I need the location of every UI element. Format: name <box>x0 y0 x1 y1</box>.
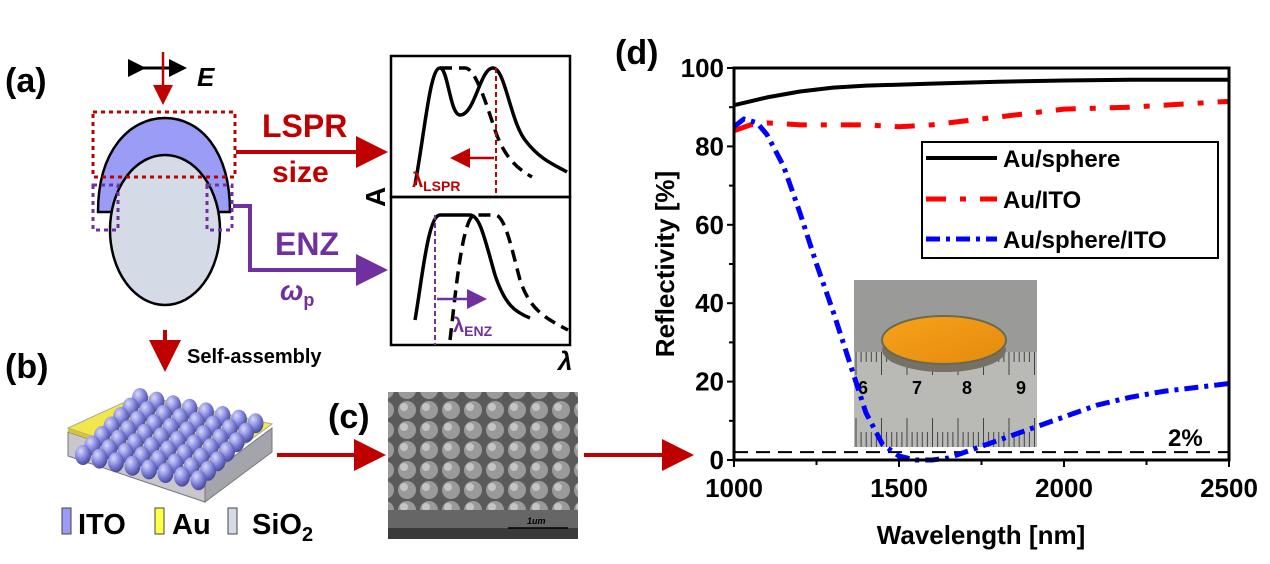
nanosphere <box>91 448 108 469</box>
polarization-arrow-icon <box>128 52 187 105</box>
panel-a-label: (a) <box>5 62 47 100</box>
lambda-enz-label: λENZ <box>453 315 493 339</box>
nanosphere <box>141 459 157 480</box>
legend-label-au-sphere: Au/sphere <box>1003 146 1120 173</box>
panel-b-label: (b) <box>5 348 48 386</box>
ruler-number-9: 9 <box>1016 378 1026 398</box>
x-tick-label: 1500 <box>870 473 928 503</box>
self-assembly-label: Self-assembly <box>187 346 322 368</box>
lambda-lspr-label: λLSPR <box>412 170 460 194</box>
y-tick-label: 0 <box>710 445 724 475</box>
wavelength-axis-label: λ <box>556 346 572 376</box>
y-tick-label: 80 <box>695 131 724 161</box>
ruler-number-6: 6 <box>858 378 868 398</box>
enz-label: ENZ <box>275 226 339 262</box>
omega-p-label: ωp <box>280 275 314 310</box>
y-tick-label: 20 <box>695 367 724 397</box>
x-tick-label: 2000 <box>1035 473 1093 503</box>
absorbance-axis-label: A <box>360 187 391 207</box>
nanosphere <box>174 466 190 487</box>
sample-photo-inset: 6 7 8 9 <box>854 280 1037 447</box>
reference-annotation: 2% <box>1168 425 1203 452</box>
enz-arrow <box>233 204 388 286</box>
ruler-number-8: 8 <box>962 378 972 398</box>
sem-image <box>388 392 578 539</box>
scale-bar-label: 1um <box>527 516 546 526</box>
nanosphere <box>108 452 124 473</box>
nanoparticle-diagram <box>91 110 237 307</box>
y-tick-label: 60 <box>695 210 724 240</box>
field-label: E <box>197 62 215 92</box>
lspr-label: LSPR <box>262 108 347 144</box>
nanosphere <box>75 445 91 465</box>
panel-c-label: (c) <box>328 398 370 436</box>
nanosphere <box>124 455 141 476</box>
series-au-sphere-ito <box>732 116 1230 463</box>
material-legend: ITO Au SiO2 <box>61 507 313 546</box>
x-tick-label: 2500 <box>1200 473 1258 503</box>
y-tick-label: 100 <box>681 53 724 83</box>
nanosphere <box>190 470 207 491</box>
legend-au: Au <box>172 509 211 541</box>
legend-label-au-ito: Au/ITO <box>1003 187 1081 214</box>
legend: Au/sphere Au/ITO Au/sphere/ITO <box>921 141 1219 259</box>
size-label: size <box>272 156 329 189</box>
y-tick-label: 40 <box>695 288 724 318</box>
legend-label-au-sphere-ito: Au/sphere/ITO <box>1003 227 1167 254</box>
x-tick-label: 1000 <box>705 473 763 503</box>
series-au-ito <box>733 98 1230 134</box>
legend-sio2: SiO2 <box>252 509 313 546</box>
legend-ito: ITO <box>78 509 126 541</box>
ruler-number-7: 7 <box>912 378 922 398</box>
y-axis-title: Reflectivity [%] <box>650 171 680 357</box>
nanosphere <box>157 463 174 483</box>
panel-d-label: (d) <box>615 34 658 72</box>
absorbance-schematic-enz <box>389 195 572 347</box>
series-au-sphere <box>733 77 1229 108</box>
substrate-3d-illustration <box>66 388 274 503</box>
x-axis-title: Wavelength [nm] <box>877 520 1085 550</box>
